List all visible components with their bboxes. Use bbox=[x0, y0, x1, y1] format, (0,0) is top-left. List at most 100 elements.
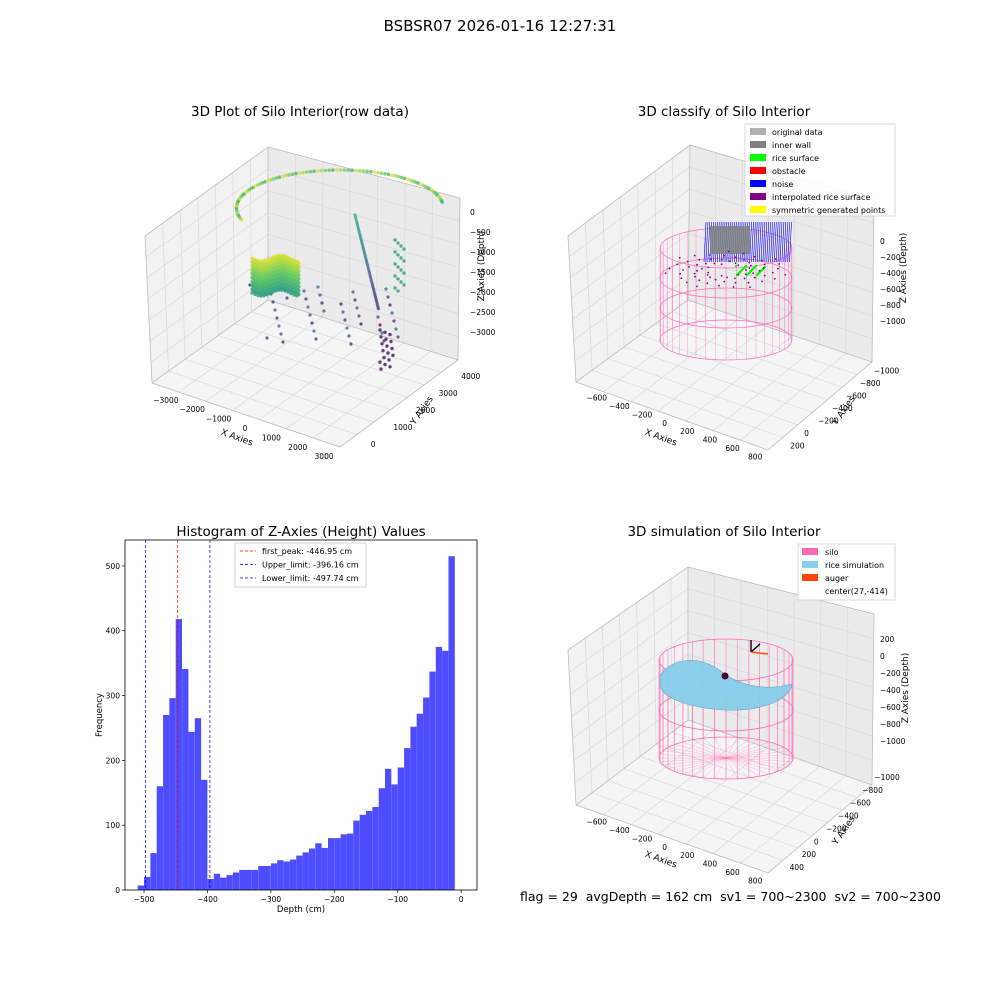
interpolated-point bbox=[748, 267, 751, 269]
y-tick-label: −600 bbox=[846, 392, 867, 401]
chart-title: 3D classify of Silo Interior bbox=[638, 104, 811, 120]
data-point bbox=[274, 176, 279, 180]
data-point bbox=[360, 242, 364, 246]
x-tick-label: −400 bbox=[609, 826, 630, 835]
data-point bbox=[304, 170, 309, 174]
interpolated-point bbox=[734, 262, 737, 265]
interpolated-point bbox=[709, 276, 711, 279]
data-point bbox=[382, 355, 386, 360]
grid-line bbox=[584, 638, 593, 793]
grid-line bbox=[740, 580, 742, 739]
data-point bbox=[383, 172, 387, 176]
grid-line bbox=[259, 334, 377, 420]
data-point bbox=[393, 286, 397, 290]
data-point bbox=[312, 169, 316, 173]
data-point bbox=[271, 290, 275, 294]
silo-ring bbox=[658, 736, 794, 780]
interpolated-point bbox=[744, 273, 747, 276]
silo-floor-line bbox=[702, 738, 727, 759]
legend-swatch bbox=[802, 574, 818, 581]
rice-simulation-surface bbox=[659, 660, 793, 711]
legend-label: Upper_limit: -396.16 cm bbox=[262, 561, 359, 570]
grid-line bbox=[150, 277, 269, 363]
z-tick-label: −2000 bbox=[470, 288, 496, 297]
noise-line bbox=[749, 221, 752, 263]
data-point bbox=[322, 309, 326, 313]
grid-line bbox=[376, 176, 379, 335]
z-tick-label: −1000 bbox=[880, 737, 906, 746]
silo-ring bbox=[659, 287, 793, 329]
interpolated-point bbox=[707, 271, 710, 274]
interpolated-point bbox=[720, 263, 723, 266]
data-point bbox=[379, 335, 383, 339]
data-point bbox=[378, 360, 382, 364]
rice-surface-point bbox=[757, 271, 761, 275]
data-point bbox=[354, 215, 358, 219]
data-point bbox=[256, 294, 260, 298]
data-point bbox=[392, 319, 396, 323]
interpolated-point bbox=[679, 272, 682, 275]
histogram-bar bbox=[213, 873, 221, 890]
interpolated-point bbox=[668, 267, 671, 270]
silo-floor-line bbox=[714, 737, 727, 759]
data-point bbox=[310, 321, 314, 325]
data-point bbox=[370, 283, 374, 287]
data-point bbox=[366, 266, 370, 270]
data-point bbox=[362, 249, 366, 253]
data-point bbox=[384, 287, 388, 291]
legend-label: inner wall bbox=[772, 141, 811, 150]
interpolated-point bbox=[732, 286, 735, 288]
data-point bbox=[355, 306, 359, 310]
sv2-text: sv2 = 700~2300 bbox=[834, 889, 941, 904]
rice-surface-point bbox=[759, 269, 763, 273]
data-point bbox=[338, 168, 343, 172]
z-tick-label: −800 bbox=[880, 720, 901, 729]
x-tick-label: 1000 bbox=[262, 433, 281, 442]
auger-marker bbox=[750, 643, 761, 653]
grid-line bbox=[403, 183, 406, 343]
histogram-bar bbox=[423, 697, 430, 890]
axis-edge bbox=[575, 299, 873, 383]
grid-line bbox=[687, 588, 874, 639]
histogram-bar bbox=[366, 810, 373, 890]
legend-label: silo bbox=[825, 548, 839, 557]
legend-swatch bbox=[802, 561, 818, 568]
legend-label: rice surface bbox=[772, 154, 819, 163]
legend: silo rice simulation auger center(27,-414) bbox=[797, 543, 896, 601]
histogram-bar bbox=[321, 847, 328, 890]
data-point bbox=[369, 278, 373, 282]
y-tick-label: 500 bbox=[106, 562, 121, 571]
data-point bbox=[358, 235, 362, 239]
data-point bbox=[375, 302, 379, 306]
legend-label: center(27,-414) bbox=[825, 587, 888, 596]
data-point bbox=[271, 177, 276, 181]
data-point bbox=[287, 173, 291, 177]
x-axis-label: X Axies bbox=[643, 850, 678, 871]
data-point bbox=[367, 268, 371, 272]
histogram-bar bbox=[340, 834, 347, 890]
z-tick-label: −500 bbox=[470, 228, 491, 237]
histogram-bar bbox=[334, 838, 341, 890]
data-point bbox=[387, 358, 391, 362]
data-point bbox=[347, 334, 351, 338]
grid-line bbox=[146, 190, 269, 279]
data-point bbox=[361, 244, 365, 248]
data-point bbox=[364, 259, 368, 263]
z-tick-label: −400 bbox=[880, 686, 901, 695]
z-tick-label: −1500 bbox=[470, 268, 496, 277]
grid-line bbox=[623, 768, 813, 836]
silo-floor-line bbox=[667, 757, 727, 769]
interpolated-point bbox=[744, 269, 747, 271]
y-tick-label: 400 bbox=[106, 627, 121, 636]
histogram-bar bbox=[245, 869, 252, 890]
data-point bbox=[277, 324, 281, 328]
data-point bbox=[357, 227, 361, 231]
grid-line bbox=[267, 234, 459, 291]
axis-edge bbox=[151, 197, 461, 448]
noise-line bbox=[777, 221, 781, 263]
data-point bbox=[280, 174, 285, 179]
noise-line bbox=[753, 221, 756, 263]
silo-floor-line bbox=[725, 754, 793, 759]
silo-floor-line bbox=[659, 754, 727, 759]
interpolated-point bbox=[682, 269, 684, 271]
